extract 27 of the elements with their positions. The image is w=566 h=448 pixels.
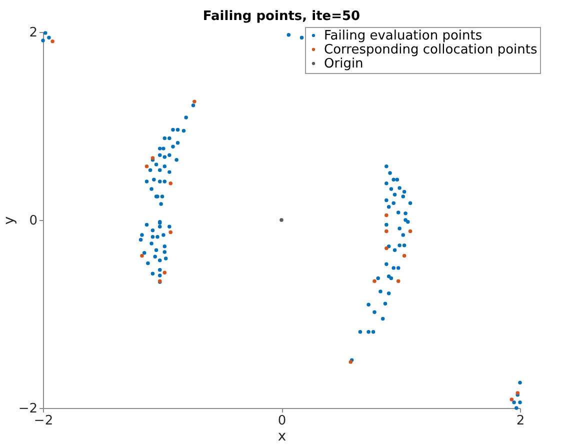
point <box>140 254 144 258</box>
point <box>168 181 172 186</box>
point <box>402 254 406 258</box>
point <box>384 246 388 250</box>
point <box>384 229 388 234</box>
point <box>372 279 376 283</box>
y-tick-label: 2 <box>29 26 38 40</box>
x-tick-label: 2 <box>516 414 525 428</box>
x-tick-label: 0 <box>278 414 286 428</box>
y-tick-label: 0 <box>29 214 38 228</box>
y-tick-label: −2 <box>18 402 38 416</box>
point <box>168 230 172 234</box>
point <box>162 270 167 275</box>
point <box>280 218 284 222</box>
point <box>396 279 400 283</box>
legend-label: Failing evaluation points <box>324 28 482 44</box>
y-axis-title: y <box>1 216 18 225</box>
x-axis-title: x <box>278 428 286 444</box>
legend-label: Corresponding collocation points <box>324 42 538 58</box>
point <box>144 164 149 168</box>
point <box>408 229 412 234</box>
point <box>510 398 514 402</box>
chart-title: Failing points, ite=50 <box>202 9 360 24</box>
point <box>192 100 196 104</box>
point <box>50 40 54 44</box>
point <box>384 213 388 218</box>
legend-label: Origin <box>324 56 364 72</box>
